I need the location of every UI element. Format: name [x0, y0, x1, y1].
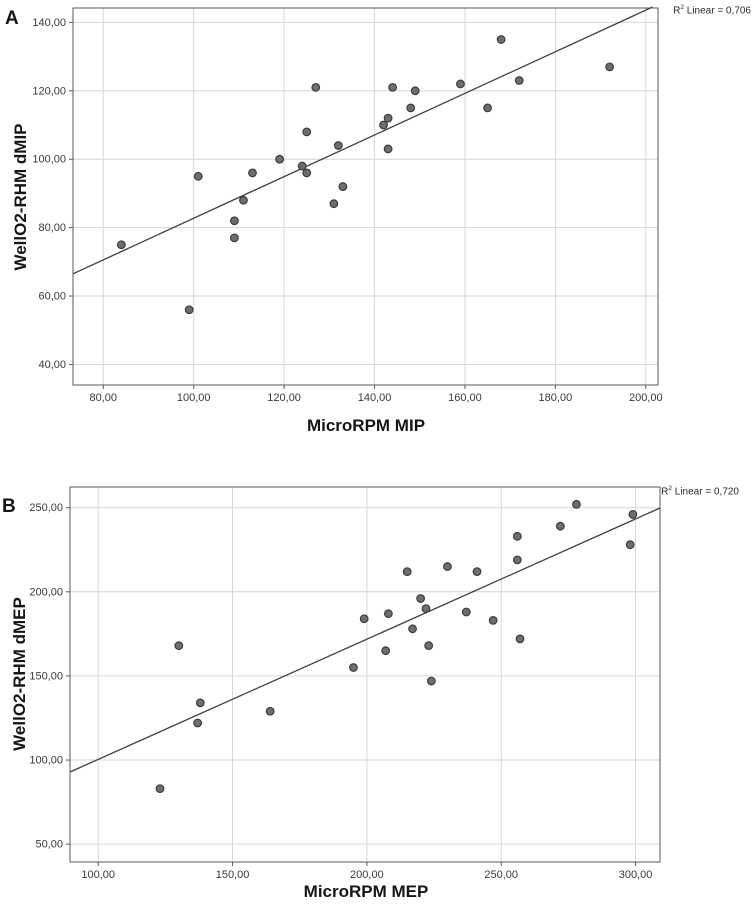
x-tick-label: 150,00	[216, 869, 250, 881]
data-point	[461, 607, 471, 617]
data-point	[275, 154, 285, 164]
y-tick-label: 60,00	[38, 291, 66, 303]
x-tick-label: 140,00	[358, 392, 392, 404]
y-tick-label: 120,00	[32, 85, 66, 97]
data-point	[512, 531, 522, 541]
data-point	[572, 499, 581, 509]
data-point	[116, 240, 126, 250]
y-tick-label: 140,00	[32, 17, 66, 29]
y-tick-label: 50,00	[35, 839, 63, 851]
data-point	[421, 604, 431, 614]
data-point	[349, 663, 358, 672]
data-point	[359, 614, 369, 624]
x-tick-label: 250,00	[484, 869, 518, 881]
panel-b-plot-area: 100,00 150,00 200,00 250,00 300,00 50,00 100,0…	[29, 486, 661, 881]
x-tick-label: 160,00	[448, 392, 482, 404]
data-point	[424, 641, 434, 651]
r2-superscript: 2	[668, 485, 672, 492]
r2-value-text: Linear = 0,706	[684, 5, 751, 17]
y-tick-label: 80,00	[38, 222, 66, 234]
data-point	[248, 168, 257, 178]
data-point	[488, 616, 498, 625]
data-point	[229, 233, 239, 243]
data-point	[410, 86, 420, 96]
panel-b-r2-annotation: R2 Linear = 0,720	[661, 485, 739, 497]
panel-a-r2-annotation: R2 Linear = 0,706	[673, 4, 751, 16]
y-tick-label: 100,00	[29, 755, 63, 767]
x-tick-label: 80,00	[90, 392, 118, 404]
data-point	[625, 540, 635, 550]
data-point	[383, 113, 393, 123]
data-point	[381, 646, 391, 656]
data-point	[628, 510, 638, 519]
data-point	[174, 641, 184, 651]
data-point	[338, 182, 348, 191]
x-tick-label: 120,00	[267, 392, 301, 404]
data-point	[555, 521, 565, 531]
data-point	[408, 624, 417, 634]
data-point	[515, 634, 525, 644]
data-point	[297, 161, 307, 171]
data-point	[195, 698, 205, 708]
data-point	[456, 79, 465, 89]
y-tick-label: 40,00	[38, 359, 66, 371]
scatter-panel-b: 100,00 150,00 200,00 250,00 300,00 50,00 100,0…	[0, 455, 753, 907]
plot-frame	[69, 486, 661, 863]
data-point	[265, 706, 275, 716]
panel-b-y-axis-title: WellO2-RHM dMEP	[10, 597, 29, 751]
data-point	[426, 676, 436, 686]
data-point	[472, 567, 482, 577]
panel-a-label: A	[5, 8, 19, 29]
y-tick-label: 150,00	[29, 670, 63, 682]
panel-a-plot-area: 80,00 100,00 120,00 140,00 160,00 180,00 200,0…	[32, 6, 663, 404]
data-point	[514, 76, 524, 85]
data-point	[388, 82, 398, 92]
data-point	[184, 305, 194, 315]
regression-line	[69, 507, 661, 773]
r2-symbol: R	[673, 5, 681, 17]
regression-line	[72, 6, 653, 275]
y-tick-label: 200,00	[29, 586, 63, 598]
data-point	[311, 82, 321, 92]
data-point	[416, 594, 426, 603]
data-point	[443, 562, 452, 571]
x-tick-label: 200,00	[629, 392, 663, 404]
data-point	[406, 103, 416, 113]
data-point	[193, 171, 203, 181]
r2-symbol: R	[661, 486, 669, 498]
y-tick-label: 250,00	[29, 502, 63, 514]
data-point	[239, 195, 248, 205]
data-point	[333, 141, 343, 150]
data-point	[383, 144, 393, 154]
panel-a-x-axis-title: MicroRPM MIP	[306, 416, 426, 435]
data-point	[379, 120, 388, 130]
panel-b-x-axis-title: MicroRPM MEP	[303, 882, 429, 901]
y-tick-label: 100,00	[32, 154, 66, 166]
data-point	[302, 168, 312, 178]
x-tick-label: 200,00	[350, 869, 384, 881]
x-tick-label: 300,00	[619, 869, 653, 881]
x-tick-label: 100,00	[177, 392, 211, 404]
data-point	[383, 609, 393, 619]
data-point	[302, 127, 312, 137]
data-point	[605, 62, 615, 72]
data-point	[496, 35, 506, 44]
data-point	[512, 555, 522, 565]
data-point	[329, 199, 339, 209]
r2-value-text: Linear = 0,720	[672, 486, 739, 498]
panel-a-y-axis-title: WellO2-RHM dMIP	[11, 123, 30, 271]
panel-b-label: B	[2, 496, 16, 517]
data-point	[402, 567, 412, 577]
plot-frame	[72, 7, 659, 386]
data-point	[155, 784, 165, 794]
x-tick-label: 100,00	[81, 869, 115, 881]
data-point	[483, 103, 492, 113]
r2-superscript: 2	[680, 4, 684, 11]
data-point	[193, 718, 203, 728]
scatter-panel-a: 80,00 100,00 120,00 140,00 160,00 180,00 200,0…	[0, 0, 753, 453]
data-point	[229, 216, 239, 226]
x-tick-label: 180,00	[539, 392, 573, 404]
